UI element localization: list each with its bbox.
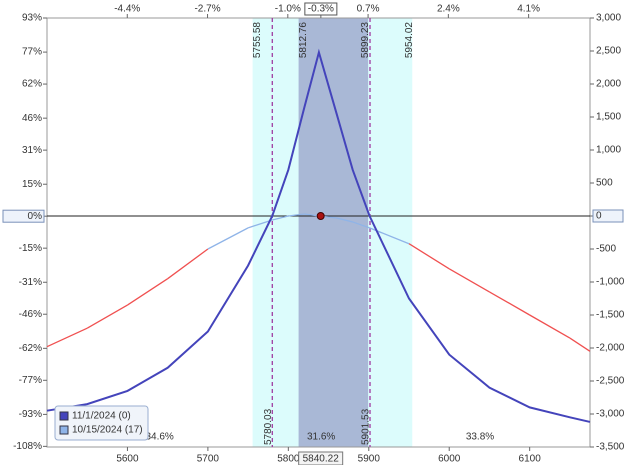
y-tick-label: 93% [22,13,42,24]
y-tick-label: -93% [19,409,42,420]
legend-swatch [59,425,69,435]
y2-tick-label: 1,000 [596,145,621,156]
band-label: 5812.76 [298,22,309,59]
y2-tick-label: -500 [596,244,616,255]
x2-tick-label: -2.7% [194,4,220,15]
x2-current-box [304,2,338,16]
payoff-segment [569,337,591,352]
payoff-segment [46,327,88,348]
plot-frame [46,17,591,448]
band-label: 5755.58 [252,22,263,59]
band-label: 5954.02 [404,22,415,59]
y-tick-label: 46% [22,113,42,124]
breakeven-label: 5780.03 [263,408,274,445]
breakeven-label: 5901.53 [361,408,372,445]
x-tick-label: 5900 [358,454,381,465]
legend-label: 11/1/2024 (0) [72,411,131,422]
payoff-segment [86,304,128,329]
y2-tick-label: -2,000 [596,343,624,354]
payoff-segment [304,213,319,217]
y2-tick-label: 500 [596,178,613,189]
y-tick-label: -62% [19,343,42,354]
region-label: 33.8% [466,432,494,443]
payoff-segment [207,227,249,250]
y2-tick-label: 0 [596,211,602,222]
payoff-segment [247,219,273,229]
y2-tick-label: 3,000 [596,13,621,24]
y-zero-box [2,209,45,223]
payoff-segment [167,248,209,280]
x2-tick-label: -4.4% [114,4,140,15]
y-tick-label: 15% [22,179,42,190]
y2-tick-label: -1,000 [596,277,624,288]
x-tick-label: 5600 [116,454,139,465]
y-tick-label: 0% [28,211,43,222]
y2-tick-label: 1,500 [596,112,621,123]
x2-tick-label: 0.7% [357,4,380,15]
payoff-segment [336,217,353,223]
x-tick-label: 5700 [197,454,220,465]
region-label: 34.6% [145,432,173,443]
y-tick-label: -108% [13,441,42,452]
region-label: 31.6% [307,432,335,443]
payoff-segment [448,268,490,293]
payoff-line [46,48,591,423]
y-tick-label: 77% [22,47,42,58]
payoff-segment [352,221,370,229]
current-price-label: 5840.22 [303,454,340,465]
x2-tick-label: 2.4% [437,4,460,15]
y-tick-label: -15% [19,243,42,254]
payoff-segment [408,243,450,270]
legend-swatch [59,411,69,421]
y2-tick-label: -3,000 [596,409,624,420]
y2-tick-label: 2,000 [596,79,621,90]
legend-box [54,405,149,441]
y-tick-label: 31% [22,145,42,156]
payoff-segment [489,291,530,316]
y2-tick-label: -1,500 [596,310,624,321]
price-band [298,18,369,447]
x-tick-label: 6000 [438,454,461,465]
x2-tick-label: -0.3% [308,4,334,15]
payoff-segment [529,314,571,339]
y-tick-label: -31% [19,277,42,288]
y2-zero-box [592,209,624,223]
y-tick-label: -46% [19,309,42,320]
x-tick-label: 5800 [277,454,300,465]
y2-tick-label: -3,500 [596,442,624,453]
band-label: 5899.23 [360,22,371,59]
y-tick-label: 62% [22,79,42,90]
y2-tick-label: -2,500 [596,376,624,387]
payoff-segment [127,278,169,306]
current-price-dot [316,212,325,220]
x-tick-label: 6100 [519,454,542,465]
legend-label: 10/15/2024 (17) [72,425,143,436]
current-price-box [298,451,344,465]
payoff-segment [272,215,289,221]
y2-tick-label: 2,500 [596,46,621,57]
payoff-segment [288,213,305,217]
y-tick-label: -77% [19,375,42,386]
x2-tick-label: 4.1% [517,4,540,15]
x2-tick-label: -1.0% [275,4,301,15]
